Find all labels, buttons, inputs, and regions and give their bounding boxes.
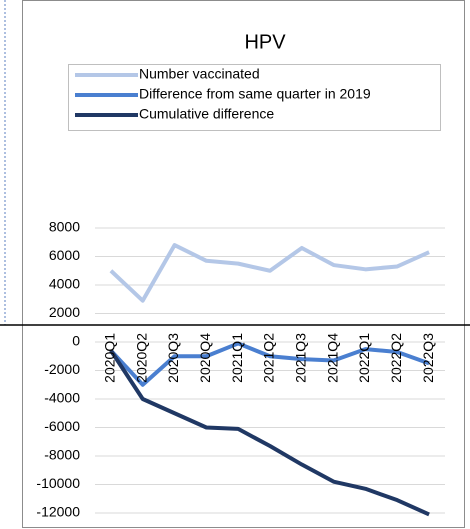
y-tick-label: -8000 <box>44 447 80 463</box>
y-tick-label: -6000 <box>44 418 80 434</box>
grid <box>95 227 445 514</box>
x-tick-label: 2021Q3 <box>293 333 309 383</box>
x-tick-label: 2021Q2 <box>261 333 277 383</box>
legend-label: Difference from same quarter in 2019 <box>139 86 371 102</box>
x-tick-label: 2020Q2 <box>133 333 149 383</box>
x-tick-label: 2021Q1 <box>229 333 245 383</box>
y-tick-label: -10000 <box>36 475 80 491</box>
legend-label: Number vaccinated <box>139 66 260 82</box>
x-tick-label: 2020Q1 <box>102 333 118 383</box>
series-line <box>109 243 430 303</box>
y-tick-label: -4000 <box>44 390 80 406</box>
y-tick-label: 8000 <box>49 219 80 235</box>
y-tick-label: -12000 <box>36 504 80 520</box>
x-tick-label: 2022Q1 <box>356 333 372 383</box>
y-tick-label: 2000 <box>49 304 80 320</box>
series-line <box>109 341 430 387</box>
y-tick-label: 0 <box>72 333 80 349</box>
x-tick-label: 2022Q2 <box>388 333 404 383</box>
y-tick-label: -2000 <box>44 361 80 377</box>
x-tick-label: 2020Q4 <box>197 333 213 383</box>
x-tick-label: 2022Q3 <box>420 333 436 383</box>
chart-title: HPV <box>244 31 286 53</box>
y-tick-label: 6000 <box>49 247 80 263</box>
y-tick-label: 4000 <box>49 276 80 292</box>
series-line <box>109 349 430 517</box>
x-tick-label: 2021Q4 <box>324 333 340 383</box>
chart-frame <box>22 0 465 528</box>
x-tick-label: 2020Q3 <box>165 333 181 383</box>
marks <box>109 243 430 517</box>
legend-label: Cumulative difference <box>139 106 274 122</box>
